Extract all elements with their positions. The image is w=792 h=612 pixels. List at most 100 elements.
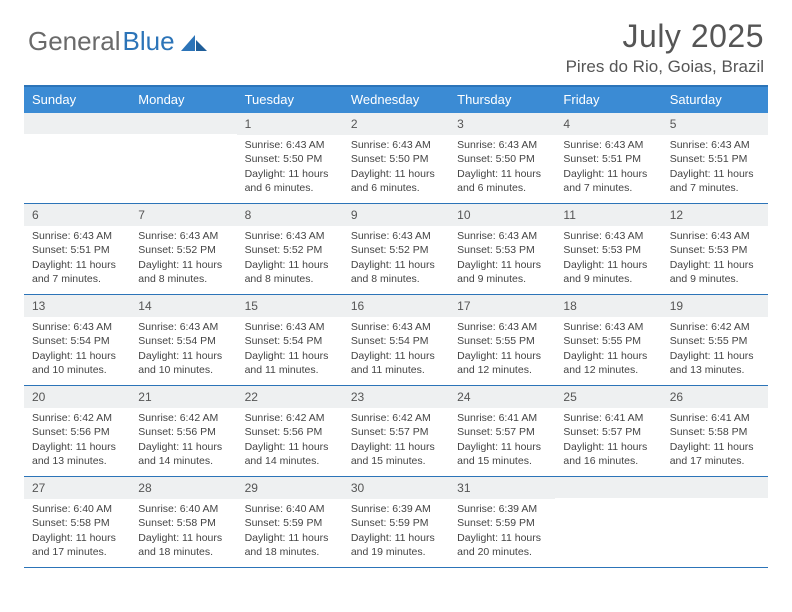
daylight-text: Daylight: 11 hours and 7 minutes.	[32, 258, 122, 286]
daylight-text: Daylight: 11 hours and 16 minutes.	[563, 440, 653, 468]
sunrise-text: Sunrise: 6:43 AM	[245, 229, 335, 243]
sunrise-text: Sunrise: 6:43 AM	[457, 138, 547, 152]
day-details: Sunrise: 6:43 AMSunset: 5:50 PMDaylight:…	[449, 135, 555, 201]
day-cell: 16Sunrise: 6:43 AMSunset: 5:54 PMDayligh…	[343, 295, 449, 385]
daylight-text: Daylight: 11 hours and 9 minutes.	[457, 258, 547, 286]
daylight-text: Daylight: 11 hours and 6 minutes.	[245, 167, 335, 195]
daylight-text: Daylight: 11 hours and 7 minutes.	[563, 167, 653, 195]
day-details: Sunrise: 6:41 AMSunset: 5:57 PMDaylight:…	[449, 408, 555, 474]
day-details: Sunrise: 6:43 AMSunset: 5:53 PMDaylight:…	[662, 226, 768, 292]
sunrise-text: Sunrise: 6:43 AM	[457, 229, 547, 243]
day-cell: 25Sunrise: 6:41 AMSunset: 5:57 PMDayligh…	[555, 386, 661, 476]
sunrise-text: Sunrise: 6:40 AM	[245, 502, 335, 516]
daylight-text: Daylight: 11 hours and 12 minutes.	[457, 349, 547, 377]
day-details: Sunrise: 6:43 AMSunset: 5:53 PMDaylight:…	[555, 226, 661, 292]
daylight-text: Daylight: 11 hours and 20 minutes.	[457, 531, 547, 559]
day-cell: 10Sunrise: 6:43 AMSunset: 5:53 PMDayligh…	[449, 204, 555, 294]
day-cell: 31Sunrise: 6:39 AMSunset: 5:59 PMDayligh…	[449, 477, 555, 567]
daylight-text: Daylight: 11 hours and 6 minutes.	[457, 167, 547, 195]
day-number: 8	[237, 204, 343, 226]
day-number: 5	[662, 113, 768, 135]
day-number	[130, 113, 236, 134]
sunrise-text: Sunrise: 6:43 AM	[670, 229, 760, 243]
sunset-text: Sunset: 5:51 PM	[563, 152, 653, 166]
day-details: Sunrise: 6:43 AMSunset: 5:54 PMDaylight:…	[130, 317, 236, 383]
daylight-text: Daylight: 11 hours and 11 minutes.	[351, 349, 441, 377]
daylight-text: Daylight: 11 hours and 9 minutes.	[670, 258, 760, 286]
sunset-text: Sunset: 5:55 PM	[670, 334, 760, 348]
day-details: Sunrise: 6:39 AMSunset: 5:59 PMDaylight:…	[449, 499, 555, 565]
sunset-text: Sunset: 5:51 PM	[32, 243, 122, 257]
sunset-text: Sunset: 5:52 PM	[245, 243, 335, 257]
sunrise-text: Sunrise: 6:41 AM	[457, 411, 547, 425]
sunrise-text: Sunrise: 6:40 AM	[138, 502, 228, 516]
sunset-text: Sunset: 5:52 PM	[351, 243, 441, 257]
sunset-text: Sunset: 5:57 PM	[563, 425, 653, 439]
sunset-text: Sunset: 5:54 PM	[351, 334, 441, 348]
day-cell: 11Sunrise: 6:43 AMSunset: 5:53 PMDayligh…	[555, 204, 661, 294]
day-cell: 2Sunrise: 6:43 AMSunset: 5:50 PMDaylight…	[343, 113, 449, 203]
day-details: Sunrise: 6:43 AMSunset: 5:52 PMDaylight:…	[237, 226, 343, 292]
weekday-label: Saturday	[662, 87, 768, 113]
sunrise-text: Sunrise: 6:43 AM	[670, 138, 760, 152]
day-cell: 8Sunrise: 6:43 AMSunset: 5:52 PMDaylight…	[237, 204, 343, 294]
sunset-text: Sunset: 5:53 PM	[563, 243, 653, 257]
day-cell: 12Sunrise: 6:43 AMSunset: 5:53 PMDayligh…	[662, 204, 768, 294]
day-number: 3	[449, 113, 555, 135]
day-details: Sunrise: 6:42 AMSunset: 5:56 PMDaylight:…	[24, 408, 130, 474]
day-cell: 15Sunrise: 6:43 AMSunset: 5:54 PMDayligh…	[237, 295, 343, 385]
sunset-text: Sunset: 5:50 PM	[457, 152, 547, 166]
day-cell: 5Sunrise: 6:43 AMSunset: 5:51 PMDaylight…	[662, 113, 768, 203]
day-cell: 17Sunrise: 6:43 AMSunset: 5:55 PMDayligh…	[449, 295, 555, 385]
week-row: 20Sunrise: 6:42 AMSunset: 5:56 PMDayligh…	[24, 386, 768, 477]
sunrise-text: Sunrise: 6:43 AM	[351, 320, 441, 334]
day-cell: 23Sunrise: 6:42 AMSunset: 5:57 PMDayligh…	[343, 386, 449, 476]
sunset-text: Sunset: 5:56 PM	[32, 425, 122, 439]
day-cell: 9Sunrise: 6:43 AMSunset: 5:52 PMDaylight…	[343, 204, 449, 294]
daylight-text: Daylight: 11 hours and 11 minutes.	[245, 349, 335, 377]
weekday-label: Monday	[130, 87, 236, 113]
day-cell	[555, 477, 661, 567]
location-text: Pires do Rio, Goias, Brazil	[566, 57, 764, 77]
day-details: Sunrise: 6:41 AMSunset: 5:57 PMDaylight:…	[555, 408, 661, 474]
day-cell	[24, 113, 130, 203]
day-cell: 26Sunrise: 6:41 AMSunset: 5:58 PMDayligh…	[662, 386, 768, 476]
sunset-text: Sunset: 5:54 PM	[32, 334, 122, 348]
daylight-text: Daylight: 11 hours and 10 minutes.	[138, 349, 228, 377]
day-number: 7	[130, 204, 236, 226]
day-cell: 19Sunrise: 6:42 AMSunset: 5:55 PMDayligh…	[662, 295, 768, 385]
day-number: 11	[555, 204, 661, 226]
day-number	[24, 113, 130, 134]
week-row: 27Sunrise: 6:40 AMSunset: 5:58 PMDayligh…	[24, 477, 768, 568]
sunrise-text: Sunrise: 6:39 AM	[457, 502, 547, 516]
daylight-text: Daylight: 11 hours and 15 minutes.	[351, 440, 441, 468]
day-number: 6	[24, 204, 130, 226]
day-number: 20	[24, 386, 130, 408]
sunrise-text: Sunrise: 6:42 AM	[351, 411, 441, 425]
day-number	[662, 477, 768, 498]
day-number: 18	[555, 295, 661, 317]
day-number: 14	[130, 295, 236, 317]
day-number: 25	[555, 386, 661, 408]
weekday-label: Tuesday	[237, 87, 343, 113]
week-row: 13Sunrise: 6:43 AMSunset: 5:54 PMDayligh…	[24, 295, 768, 386]
daylight-text: Daylight: 11 hours and 13 minutes.	[32, 440, 122, 468]
day-details: Sunrise: 6:42 AMSunset: 5:56 PMDaylight:…	[130, 408, 236, 474]
day-cell: 7Sunrise: 6:43 AMSunset: 5:52 PMDaylight…	[130, 204, 236, 294]
day-details: Sunrise: 6:43 AMSunset: 5:50 PMDaylight:…	[343, 135, 449, 201]
sunrise-text: Sunrise: 6:43 AM	[32, 229, 122, 243]
day-cell: 21Sunrise: 6:42 AMSunset: 5:56 PMDayligh…	[130, 386, 236, 476]
daylight-text: Daylight: 11 hours and 8 minutes.	[138, 258, 228, 286]
sunset-text: Sunset: 5:56 PM	[245, 425, 335, 439]
weekday-label: Sunday	[24, 87, 130, 113]
weekday-label: Friday	[555, 87, 661, 113]
sunrise-text: Sunrise: 6:41 AM	[563, 411, 653, 425]
day-details: Sunrise: 6:43 AMSunset: 5:52 PMDaylight:…	[130, 226, 236, 292]
day-cell: 28Sunrise: 6:40 AMSunset: 5:58 PMDayligh…	[130, 477, 236, 567]
day-number: 12	[662, 204, 768, 226]
day-number: 26	[662, 386, 768, 408]
calendar: SundayMondayTuesdayWednesdayThursdayFrid…	[24, 85, 768, 568]
daylight-text: Daylight: 11 hours and 9 minutes.	[563, 258, 653, 286]
day-cell: 24Sunrise: 6:41 AMSunset: 5:57 PMDayligh…	[449, 386, 555, 476]
day-number: 4	[555, 113, 661, 135]
